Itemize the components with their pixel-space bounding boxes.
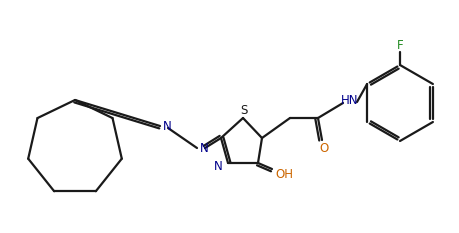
Text: S: S (240, 103, 247, 116)
Text: N: N (213, 160, 222, 172)
Text: OH: OH (274, 168, 292, 182)
Text: N: N (199, 143, 208, 155)
Text: N: N (162, 120, 171, 134)
Text: F: F (396, 38, 403, 51)
Text: HN: HN (341, 95, 358, 107)
Text: O: O (319, 143, 328, 155)
